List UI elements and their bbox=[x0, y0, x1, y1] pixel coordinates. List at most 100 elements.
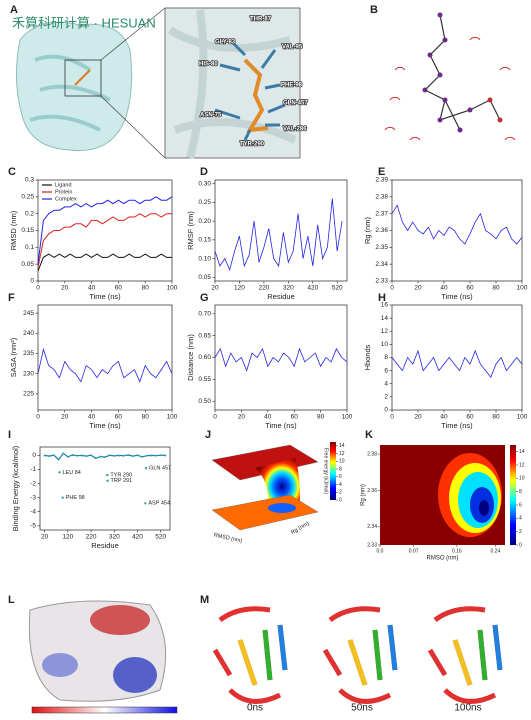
panel-m: 0ns 50ns 100ns bbox=[212, 606, 503, 714]
y-tick-label: 2.33 bbox=[375, 278, 388, 285]
data-point bbox=[159, 454, 162, 457]
negative-patch bbox=[90, 605, 150, 635]
y-tick-label: 230 bbox=[23, 370, 34, 377]
potential-colorbar bbox=[31, 706, 178, 714]
x-tick-label: 420 bbox=[132, 534, 143, 541]
x-tick-label: 220 bbox=[86, 534, 97, 541]
x-tick-label: 100 bbox=[167, 285, 178, 292]
x-tick-label: 80 bbox=[317, 414, 325, 421]
x-axis-label: Time (ns) bbox=[265, 421, 297, 430]
panel-label: A bbox=[10, 4, 18, 16]
zoom-line bbox=[100, 95, 166, 159]
y-tick-label: 0.55 bbox=[198, 376, 211, 383]
y-axis-label: Binding Energy (kcal/mol) bbox=[11, 445, 20, 531]
y-tick-label: 240 bbox=[23, 330, 34, 337]
y-tick-label: 0 bbox=[384, 407, 388, 414]
data-point bbox=[136, 454, 139, 457]
x-axis-label: Time (ns) bbox=[441, 292, 473, 301]
y-axis-label: RMSD (nm) bbox=[9, 210, 18, 250]
annotated-point bbox=[58, 471, 61, 474]
x-tick-label: 0.16 bbox=[452, 548, 462, 554]
colorbar-tick-label: 12 bbox=[339, 451, 345, 457]
plot-frame bbox=[391, 179, 523, 282]
residue-label: TYR-290 bbox=[240, 142, 265, 148]
y-tick-label: 0.30 bbox=[198, 180, 211, 187]
x-tick-label: 80 bbox=[142, 414, 150, 421]
panel-label: G bbox=[200, 292, 209, 304]
y-tick-label: 0 bbox=[30, 278, 34, 285]
data-point bbox=[122, 454, 125, 457]
y-tick-label: 2.33 bbox=[367, 542, 377, 548]
y-tick-label: 0 bbox=[32, 452, 36, 459]
x-tick-label: 80 bbox=[492, 414, 500, 421]
data-point bbox=[43, 454, 46, 457]
energy-minimum bbox=[268, 503, 296, 513]
y-tick-label: 225 bbox=[23, 391, 34, 398]
data-point bbox=[66, 455, 69, 458]
y-tick-label: 0.05 bbox=[198, 274, 211, 281]
colorbar-tick-label: 0 bbox=[519, 542, 522, 548]
panel-label: E bbox=[378, 166, 385, 178]
y-tick-label: -5 bbox=[30, 522, 36, 529]
y-tick-label: 8 bbox=[384, 354, 388, 361]
ligand-bond bbox=[423, 14, 501, 131]
y-tick-label: 0.25 bbox=[21, 194, 34, 201]
plot-frame bbox=[214, 179, 348, 282]
y-tick-label: 0.15 bbox=[198, 237, 211, 244]
data-point bbox=[104, 456, 106, 459]
x-tick-label: 20 bbox=[61, 414, 69, 421]
hydrophobic-arc bbox=[384, 36, 516, 141]
colorbar-tick-label: 8 bbox=[339, 466, 342, 472]
annotation: TRP 291 bbox=[111, 478, 133, 484]
panel-label: L bbox=[8, 594, 15, 606]
data-point bbox=[131, 455, 134, 458]
x-axis-label: Time (ns) bbox=[89, 292, 121, 301]
x-tick-label: 120 bbox=[234, 285, 245, 292]
x-tick-label: 0 bbox=[213, 414, 217, 421]
x-axis-label: RMSD (nm) bbox=[213, 532, 243, 544]
ligand-stick bbox=[243, 58, 269, 133]
panel-k bbox=[380, 445, 505, 545]
data-point bbox=[99, 455, 102, 458]
panel-a: A 禾算科研计算 · HESUAN THR-87 GLY-83 VAL-95 H… bbox=[10, 4, 309, 159]
y-axis-label: Rg (nm) bbox=[361, 484, 367, 506]
plot-frame bbox=[391, 304, 523, 411]
annotation: TYR 290 bbox=[110, 473, 132, 479]
panel-label: M bbox=[200, 594, 209, 606]
data-point bbox=[76, 454, 79, 457]
x-tick-label: 0 bbox=[36, 285, 40, 292]
data-point bbox=[164, 454, 167, 457]
panel-label: B bbox=[370, 4, 378, 16]
x-tick-label: 520 bbox=[332, 285, 343, 292]
x-tick-label: 0 bbox=[390, 414, 394, 421]
y-tick-label: -1 bbox=[30, 466, 36, 473]
data-point bbox=[57, 458, 60, 461]
y-axis-label: Rg (nm) bbox=[290, 521, 310, 536]
x-tick-label: 20 bbox=[211, 285, 219, 292]
legend-label: Ligand bbox=[55, 182, 72, 188]
annotated-point bbox=[106, 473, 109, 477]
annotated-point bbox=[106, 479, 109, 482]
annotated-point bbox=[144, 466, 148, 470]
x-tick-label: 0 bbox=[390, 285, 394, 292]
data-point bbox=[71, 454, 74, 457]
y-tick-label: 16 bbox=[381, 302, 389, 309]
positive-patch bbox=[42, 653, 78, 677]
x-tick-label: 40 bbox=[440, 285, 448, 292]
x-tick-label: 20 bbox=[238, 414, 246, 421]
x-tick-label: 0.24 bbox=[491, 548, 501, 554]
data-point bbox=[141, 455, 144, 458]
x-tick-label: 220 bbox=[258, 285, 269, 292]
atoms bbox=[422, 12, 503, 133]
colorbar-tick-label: 6 bbox=[339, 474, 342, 480]
data-line bbox=[37, 196, 173, 265]
residue-label: GLN-457 bbox=[283, 101, 308, 107]
data-point bbox=[62, 452, 65, 455]
panel-l bbox=[28, 600, 178, 714]
data-point bbox=[108, 454, 111, 457]
annotated-point bbox=[144, 502, 147, 505]
annotation: ASP 454 bbox=[148, 501, 170, 507]
y-tick-label: 0.10 bbox=[198, 255, 211, 262]
data-point bbox=[113, 454, 116, 457]
data-point bbox=[80, 454, 83, 457]
